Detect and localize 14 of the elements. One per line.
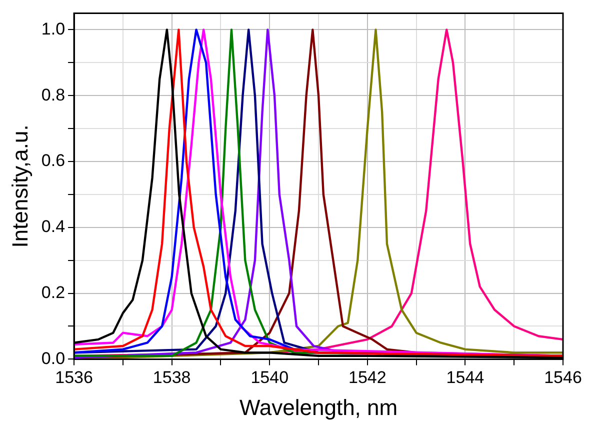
x-tick-label: 1546 xyxy=(544,368,582,388)
y-tick-label: 0.0 xyxy=(41,348,66,368)
y-tick-label: 1.0 xyxy=(41,19,66,38)
y-tick-label: 0.6 xyxy=(41,151,66,170)
x-tick-label: 1536 xyxy=(55,368,93,388)
x-tick-label: 1542 xyxy=(348,368,386,388)
y-axis-title: Intensity,a.u. xyxy=(7,124,32,248)
x-tick-label: 1544 xyxy=(446,368,484,388)
x-tick-label: 1540 xyxy=(250,368,289,388)
y-tick-label: 0.2 xyxy=(41,282,66,302)
y-tick-label: 0.4 xyxy=(41,217,66,236)
x-axis-title: Wavelength, nm xyxy=(239,394,398,420)
x-tick-label: 1538 xyxy=(152,368,191,388)
y-tick-label: 0.8 xyxy=(41,85,66,104)
